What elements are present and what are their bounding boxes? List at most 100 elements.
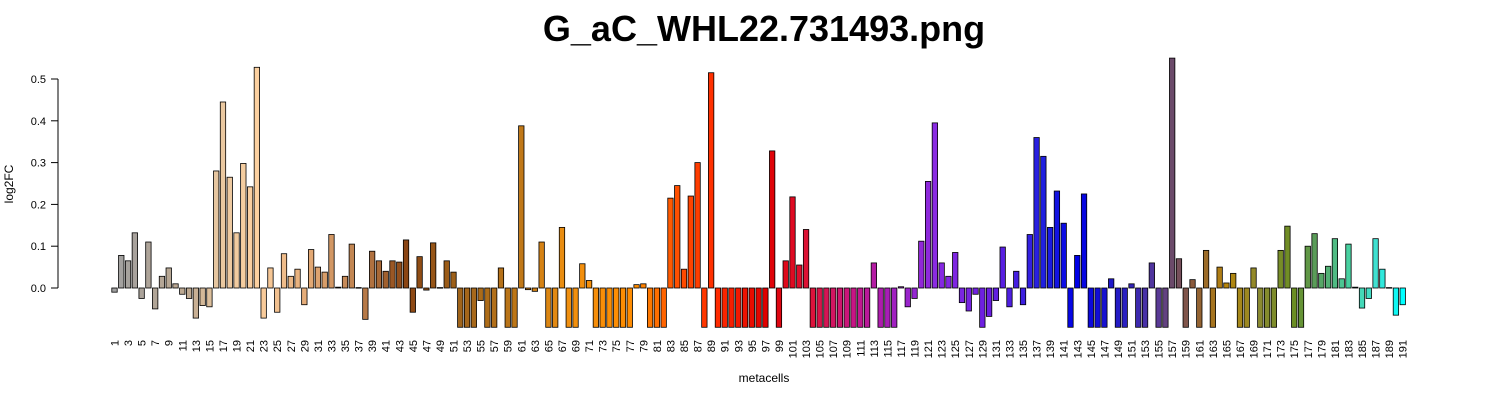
bar-metacell-168 [1243, 287, 1250, 328]
x-tick-label: 121 [923, 340, 935, 358]
bar-metacell-181 [1331, 238, 1338, 289]
bar-metacell-144 [1080, 193, 1088, 289]
x-tick-label: 105 [815, 340, 827, 358]
bar-metacell-2 [118, 254, 125, 289]
bar-metacell-112 [863, 287, 871, 328]
bar-metacell-185 [1358, 287, 1366, 309]
bar-metacell-163 [1209, 287, 1216, 328]
bar-metacell-24 [267, 267, 274, 289]
bar-metacell-91 [721, 287, 728, 328]
bar-metacell-113 [870, 262, 877, 289]
x-tick-label: 3 [123, 340, 135, 346]
bar-metacell-130 [986, 287, 993, 317]
x-tick-label: 153 [1140, 340, 1152, 358]
bar-metacell-21 [246, 186, 254, 289]
x-tick-label: 45 [408, 340, 420, 352]
bar-metacell-179 [1318, 272, 1325, 289]
x-tick-label: 167 [1235, 340, 1247, 358]
bar-metacell-115 [884, 287, 891, 328]
x-tick-label: 169 [1249, 340, 1261, 358]
x-tick-label: 127 [964, 340, 976, 358]
bar-metacell-40 [375, 260, 383, 289]
bar-metacell-92 [728, 287, 735, 328]
bar-metacell-136 [1026, 234, 1033, 289]
bar-metacell-178 [1311, 233, 1318, 289]
bar-metacell-70 [579, 263, 586, 289]
bar-metacell-5 [138, 287, 145, 299]
bar-metacell-47 [423, 287, 430, 291]
bar-metacell-129 [979, 287, 986, 328]
x-tick-label: 55 [476, 340, 488, 352]
bar-metacell-118 [904, 287, 911, 308]
bar-metacell-3 [124, 260, 132, 289]
bar-metacell-177 [1304, 245, 1311, 289]
x-tick-label: 103 [801, 340, 813, 358]
bar-metacell-140 [1053, 190, 1061, 289]
x-tick-label: 75 [611, 340, 623, 352]
bar-metacell-191 [1399, 287, 1406, 306]
bar-metacell-6 [145, 241, 152, 289]
bar-metacell-111 [857, 287, 864, 328]
bar-metacell-52 [457, 287, 464, 328]
x-tick-label: 53 [462, 340, 474, 352]
bar-metacell-155 [1155, 287, 1162, 328]
bar-metacell-127 [965, 287, 972, 312]
bar-metacell-143 [1074, 254, 1081, 289]
bar-metacell-45 [409, 287, 416, 313]
bar-metacell-97 [762, 287, 769, 328]
bar-metacell-13 [192, 287, 199, 319]
bar-metacell-161 [1196, 287, 1203, 328]
bar-metacell-182 [1338, 278, 1345, 289]
bar-metacell-96 [755, 287, 762, 328]
bar-metacell-164 [1216, 266, 1223, 289]
bar-metacell-180 [1325, 265, 1332, 289]
bar-metacell-83 [667, 197, 674, 289]
bar-metacell-108 [836, 287, 844, 328]
bar-metacell-67 [558, 226, 566, 289]
bar-metacell-114 [877, 287, 884, 328]
x-tick-label: 93 [733, 340, 745, 352]
bar-metacell-186 [1365, 287, 1372, 299]
bar-metacell-53 [463, 287, 471, 328]
x-tick-label: 159 [1181, 340, 1193, 358]
x-tick-label: 161 [1194, 340, 1206, 358]
x-tick-label: 57 [489, 340, 501, 352]
bar-metacell-135 [1019, 287, 1027, 306]
bar-metacell-132 [999, 246, 1006, 289]
bar-metacell-107 [830, 287, 837, 328]
x-tick-label: 61 [516, 340, 528, 352]
x-tick-label: 87 [693, 340, 705, 352]
bar-metacell-101 [789, 196, 796, 289]
bar-metacell-42 [389, 260, 396, 289]
bar-metacell-146 [1094, 287, 1101, 328]
bar-metacell-18 [226, 176, 233, 289]
bar-metacell-33 [328, 234, 335, 289]
bar-metacell-32 [321, 271, 328, 289]
y-tick-label: 0.5 [31, 74, 46, 86]
x-tick-label: 89 [706, 340, 718, 352]
bar-metacell-94 [741, 287, 749, 328]
x-tick-label: 5 [137, 340, 149, 346]
bar-metacell-61 [518, 125, 525, 289]
bar-metacell-57 [491, 287, 498, 328]
bar-metacell-17 [219, 101, 227, 289]
bar-metacell-54 [470, 287, 477, 328]
bar-metacell-68 [565, 287, 572, 328]
bar-metacell-22 [253, 66, 260, 289]
bar-metacell-151 [1128, 283, 1135, 289]
bar-metacell-66 [552, 287, 559, 328]
bar-metacell-134 [1013, 270, 1020, 289]
bar-metacell-176 [1297, 287, 1305, 328]
bar-metacell-79 [640, 283, 647, 289]
x-tick-label: 145 [1086, 340, 1098, 358]
x-tick-label: 37 [354, 340, 366, 352]
x-tick-label: 73 [598, 340, 610, 352]
bar-metacell-103 [802, 229, 810, 289]
bar-metacell-109 [843, 287, 850, 328]
bar-metacell-4 [131, 232, 138, 289]
bar-metacell-145 [1087, 287, 1094, 328]
x-tick-label: 115 [882, 340, 894, 358]
bar-metacell-34 [335, 286, 342, 289]
bar-metacell-25 [274, 287, 281, 313]
bar-metacell-19 [233, 232, 240, 289]
